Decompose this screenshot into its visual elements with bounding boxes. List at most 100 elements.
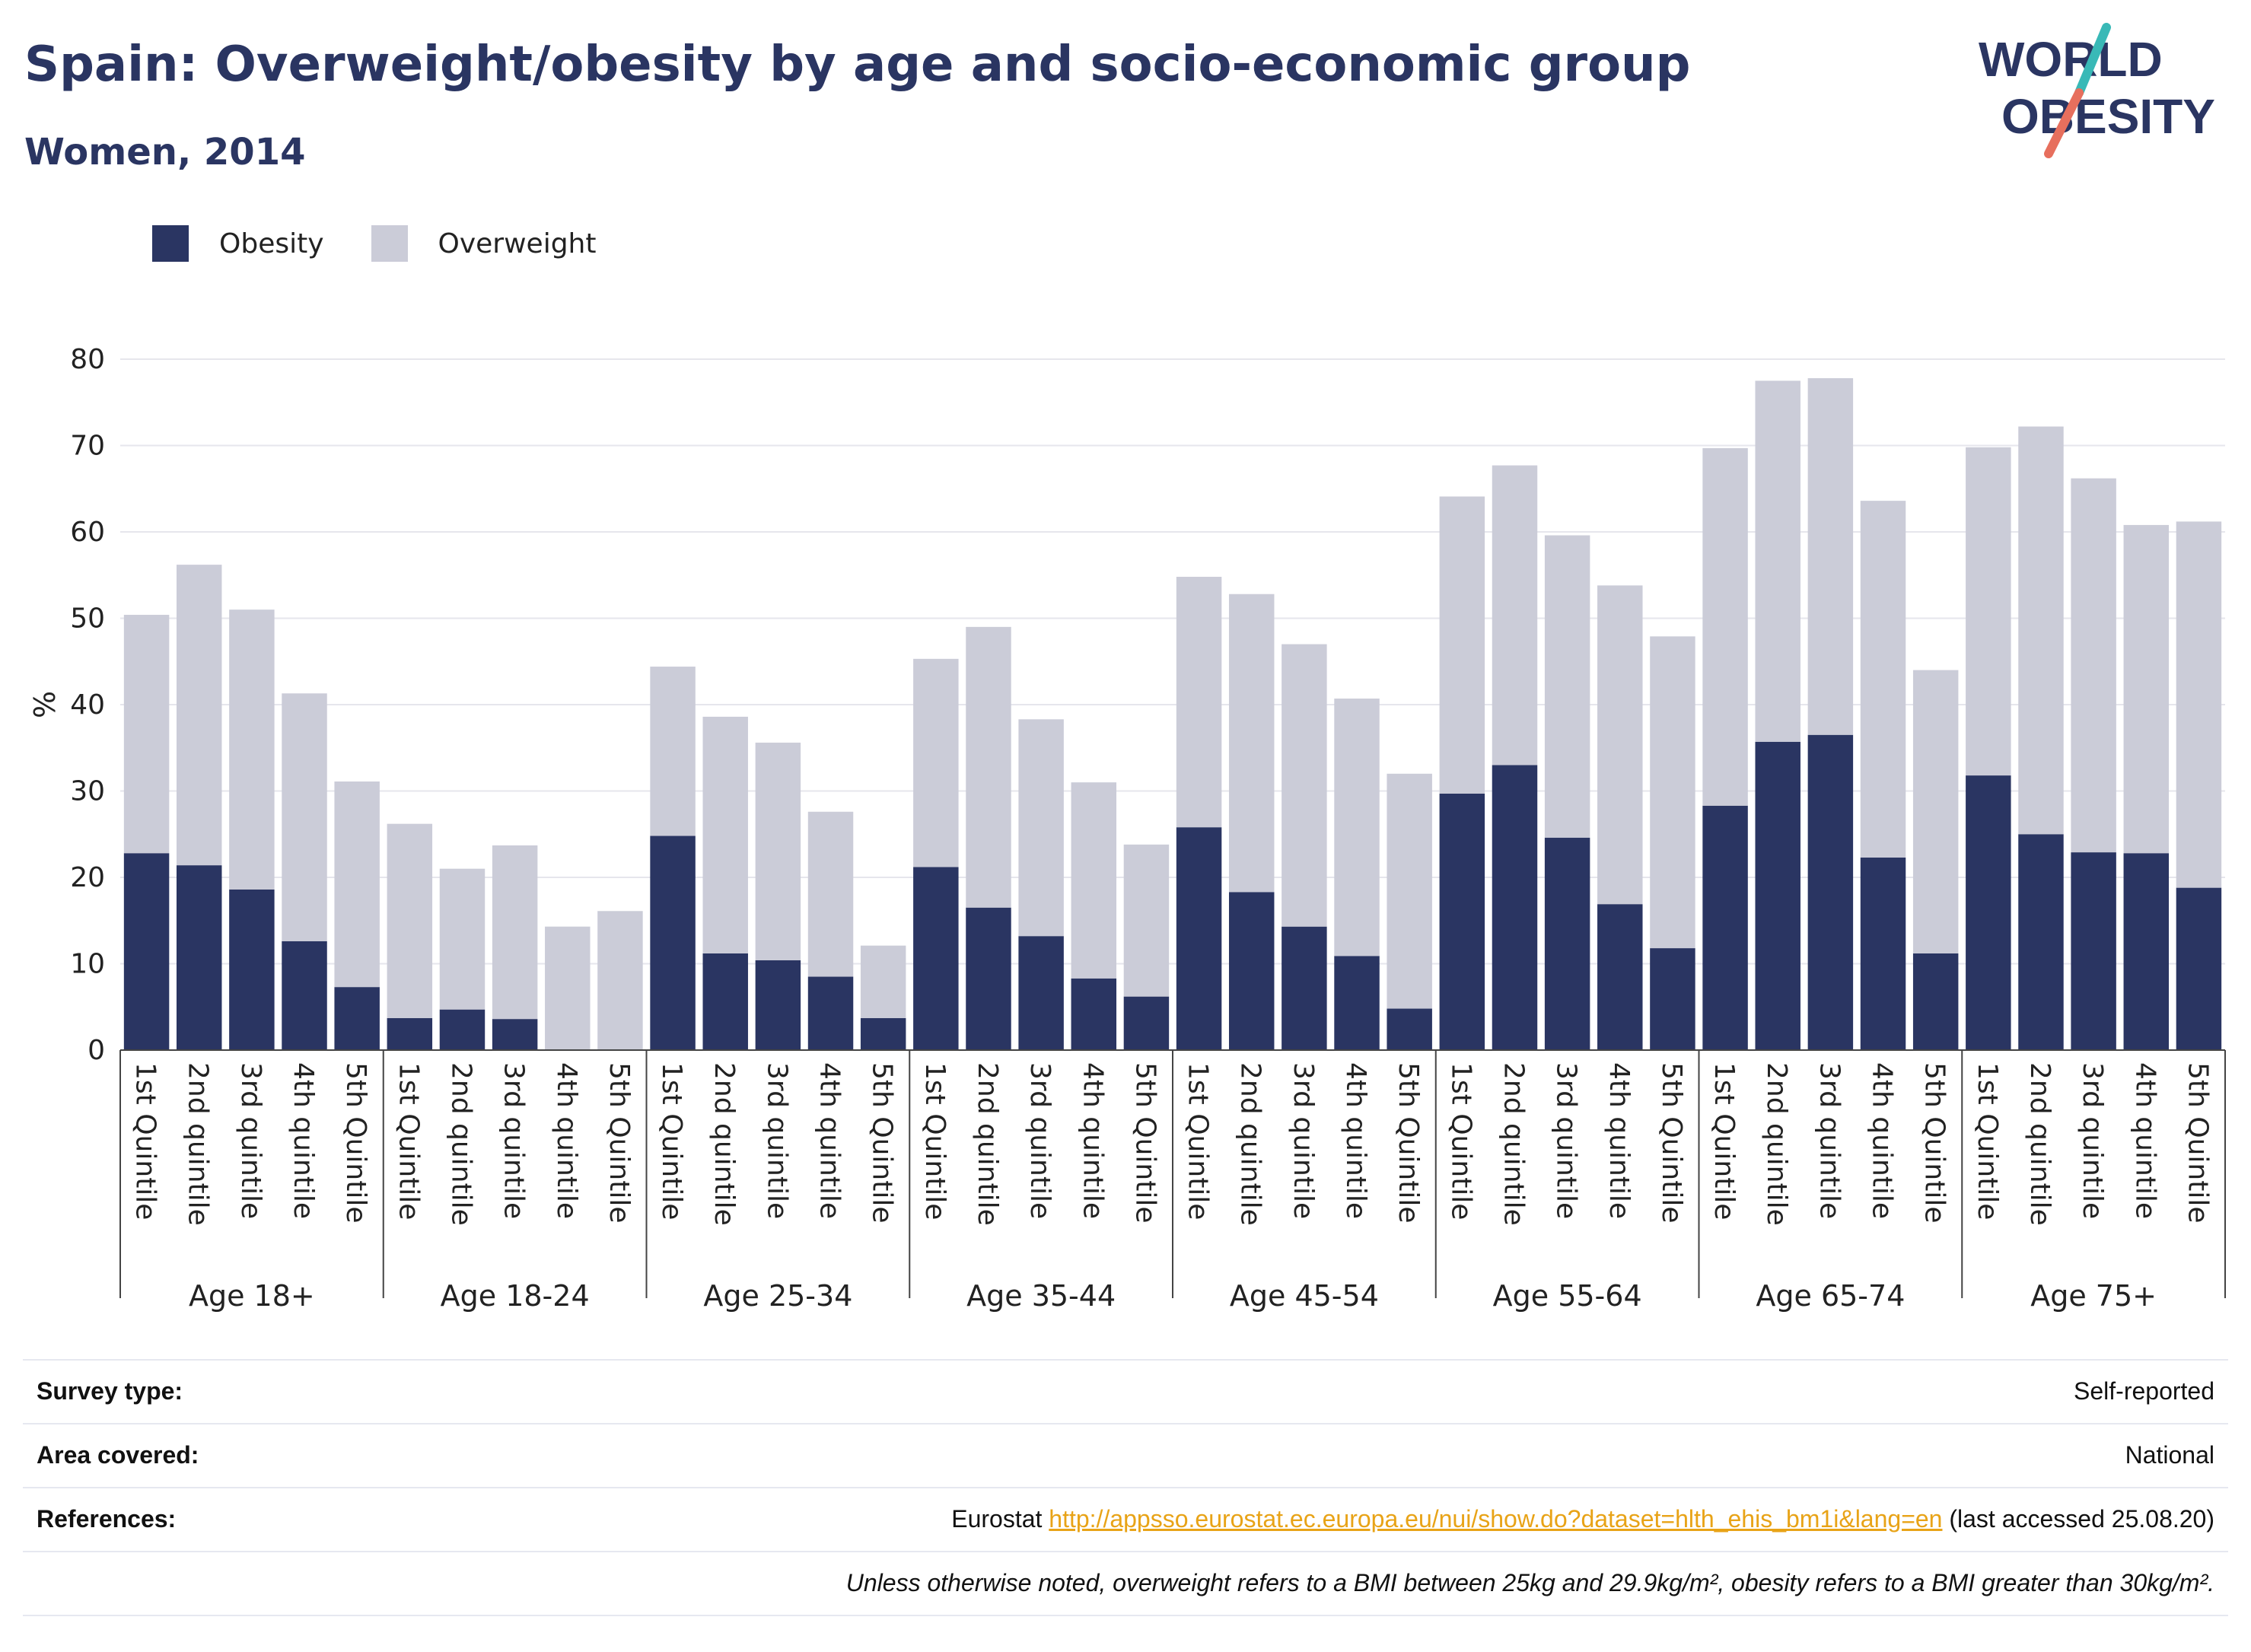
x-category-label: 1st Quintile [919,1062,950,1220]
x-category-label: 2nd quintile [1761,1062,1792,1226]
bar-overweight [597,911,643,1050]
bar-overweight [1544,535,1590,838]
y-tick-label: 10 [70,949,105,980]
info-table: Survey type: Self-reported Area covered:… [23,1359,2228,1616]
x-category-label: 4th quintile [1603,1062,1635,1219]
x-group-label: Age 25-34 [703,1279,852,1313]
x-category-label: 3rd quintile [498,1062,530,1219]
bar-overweight [334,781,380,988]
x-group-label: Age 65-74 [1756,1279,1905,1313]
x-category-label: 3rd quintile [235,1062,266,1219]
bar-overweight [1807,377,1854,735]
survey-type-value: Self-reported [2074,1377,2214,1405]
x-category-label: 5th Quintile [1656,1062,1687,1224]
references-suffix: (last accessed 25.08.20) [1942,1505,2214,1533]
legend-item-overweight[interactable]: Overweight [371,225,596,262]
bar-obesity [1597,904,1643,1050]
y-tick-label: 30 [70,776,105,807]
bar-obesity [123,853,170,1050]
bar-obesity [1755,741,1800,1050]
x-category-label: 1st Quintile [393,1062,424,1220]
survey-type-label: Survey type: [37,1377,183,1405]
x-category-label: 5th Quintile [603,1062,635,1224]
bar-overweight [1387,773,1432,1009]
logo-text-obesity: OBESITY [2001,89,2215,144]
bar-overweight [2071,478,2116,853]
x-category-label: 4th quintile [2129,1062,2160,1219]
y-tick-label: 50 [70,603,105,635]
bar-overweight [545,926,591,1050]
bar-overweight [1912,670,1959,953]
y-tick-label: 70 [70,431,105,462]
bar-obesity [650,836,696,1050]
x-group-label: Age 55-64 [1493,1279,1642,1313]
x-category-label: 1st Quintile [1708,1062,1740,1220]
references-link[interactable]: http://appsso.eurostat.ec.europa.eu/nui/… [1049,1505,1943,1533]
bar-overweight [1860,501,1906,858]
bar-overweight [702,716,748,953]
bar-obesity [755,960,801,1050]
x-category-label: 1st Quintile [130,1062,161,1220]
bar-obesity [1439,793,1485,1050]
x-category-label: 4th quintile [288,1062,319,1219]
x-category-label: 5th Quintile [1393,1062,1424,1224]
bar-obesity [2176,887,2222,1050]
x-category-label: 1st Quintile [1183,1062,1214,1220]
x-category-label: 5th Quintile [1919,1062,1950,1224]
x-category-label: 5th Quintile [340,1062,371,1224]
x-category-label: 5th Quintile [2182,1062,2213,1224]
bar-overweight [387,823,433,1019]
bar-overweight [966,626,1011,908]
bar-overweight [282,693,327,941]
bar-obesity [387,1018,433,1050]
chart-legend: Obesity Overweight [152,225,643,262]
bar-overweight [1439,496,1485,794]
bar-obesity [913,867,959,1050]
info-row-references: References: Eurostat http://appsso.euros… [23,1487,2228,1551]
bar-obesity [1807,734,1854,1050]
bar-obesity [334,987,380,1050]
bar-overweight [1018,719,1064,937]
bar-obesity [1860,857,1906,1050]
bar-obesity [2071,852,2116,1050]
bar-overweight [2123,524,2170,854]
bar-obesity [1702,805,1748,1050]
x-category-label: 5th Quintile [867,1062,898,1224]
x-category-label: 4th quintile [1867,1062,1898,1219]
bar-overweight [1228,594,1275,893]
references-prefix: Eurostat [951,1505,1049,1533]
y-tick-label: 60 [70,517,105,548]
bar-overweight [650,667,696,836]
x-category-label: 4th quintile [1340,1062,1371,1219]
bar-obesity [2018,834,2064,1050]
x-category-label: 3rd quintile [2077,1062,2108,1219]
bar-obesity [1912,953,1959,1050]
bar-overweight [1650,636,1695,949]
x-category-label: 2nd quintile [1498,1062,1529,1226]
x-category-label: 3rd quintile [1551,1062,1582,1219]
bar-obesity [860,1018,906,1050]
bar-overweight [1334,699,1380,957]
bar-overweight [439,868,486,1010]
chart-subtitle: Women, 2014 [24,131,306,173]
y-tick-label: 0 [88,1035,105,1066]
y-tick-label: 80 [70,344,105,375]
x-category-label: 1st Quintile [656,1062,687,1220]
bar-obesity [1492,765,1538,1050]
bar-obesity [1387,1008,1432,1050]
x-group-label: Age 45-54 [1230,1279,1379,1313]
bar-overweight [492,845,538,1020]
bar-overweight [755,742,801,960]
x-category-label: 2nd quintile [708,1062,740,1226]
x-category-label: 3rd quintile [761,1062,792,1219]
legend-label-obesity: Obesity [219,228,324,259]
logo-slash-red [2044,88,2084,158]
x-category-label: 2nd quintile [2024,1062,2055,1226]
info-row-area: Area covered: National [23,1423,2228,1487]
x-category-label: 4th quintile [551,1062,582,1219]
bar-overweight [1966,447,2011,776]
bar-obesity [229,889,275,1050]
world-obesity-logo: WORLD OBESITY [1979,23,2215,158]
x-group-label: Age 18+ [189,1279,315,1313]
legend-item-obesity[interactable]: Obesity [152,225,324,262]
